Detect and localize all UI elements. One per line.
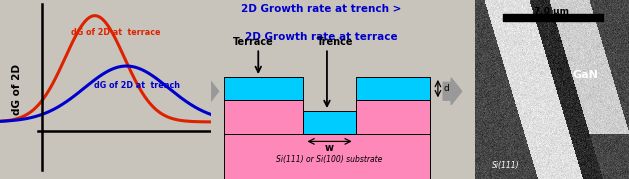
Text: dG of 2D at  trench: dG of 2D at trench (94, 81, 180, 90)
Bar (356, 98, 430, 134)
Bar (224, 134, 430, 179)
Bar (303, 111, 356, 134)
FancyArrow shape (200, 78, 219, 105)
Text: w: w (325, 143, 334, 153)
Text: 7.0 μm: 7.0 μm (535, 7, 569, 16)
Text: Si(111): Si(111) (492, 161, 520, 170)
Text: Terrace: Terrace (233, 37, 274, 47)
Text: Si(111) or Si(100) substrate: Si(111) or Si(100) substrate (276, 155, 383, 164)
Text: d: d (443, 84, 449, 93)
Text: dG of 2D at  terrace: dG of 2D at terrace (71, 28, 160, 37)
FancyArrow shape (443, 78, 462, 105)
Bar (224, 98, 303, 134)
Bar (356, 77, 430, 100)
Text: 2D Growth rate at terrace: 2D Growth rate at terrace (245, 32, 398, 42)
Text: 2D Growth rate at trench >: 2D Growth rate at trench > (242, 4, 402, 14)
Text: dG of 2D: dG of 2D (12, 64, 22, 115)
Text: Trence: Trence (316, 37, 353, 47)
Text: GaN: GaN (573, 70, 599, 80)
Bar (503, 14, 603, 21)
Bar (224, 77, 303, 100)
